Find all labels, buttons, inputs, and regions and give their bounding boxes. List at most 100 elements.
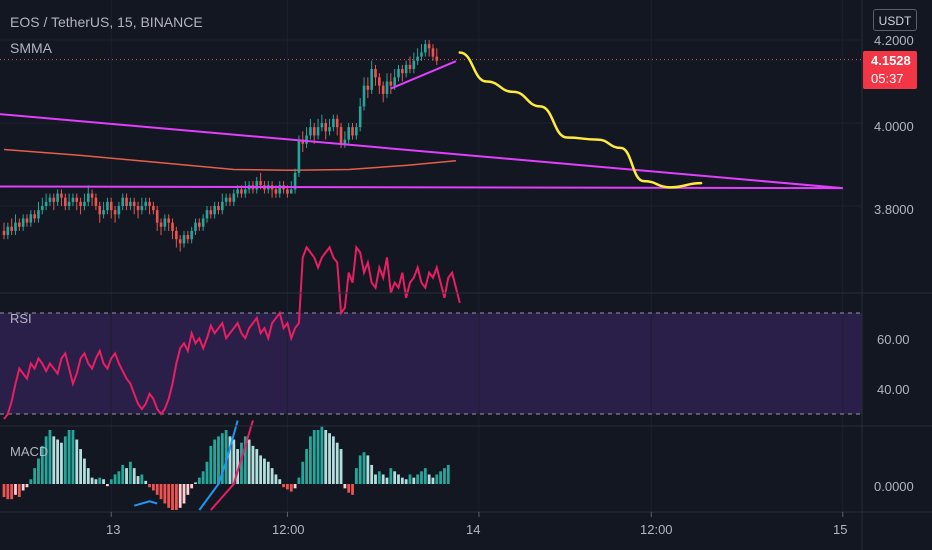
candle-body <box>297 139 301 173</box>
candle-body <box>378 77 381 86</box>
macd-histogram-bar <box>381 474 385 484</box>
time-tick-label: 12:00 <box>272 522 305 537</box>
macd-histogram-bar <box>247 439 251 484</box>
macd-histogram-bar <box>366 455 370 484</box>
candle-body <box>427 44 431 49</box>
rsi-tick-label: 40.00 <box>877 382 910 397</box>
rsi-pane-label[interactable]: RSI <box>10 311 32 326</box>
macd-histogram-bar <box>201 471 205 484</box>
candle-body <box>316 127 320 136</box>
macd-histogram-bar <box>106 484 109 487</box>
macd-histogram-bar <box>14 484 17 495</box>
smma-line <box>3 148 457 172</box>
macd-histogram-bar <box>301 461 305 484</box>
macd-histogram-bar <box>79 449 82 484</box>
symbol-title: EOS / TetherUS, 15, BINANCE <box>10 14 203 30</box>
candle-body <box>29 214 33 223</box>
macd-histogram-bar <box>155 484 159 495</box>
candle-body <box>178 239 182 244</box>
time-tick-label: 15 <box>833 522 848 537</box>
macd-histogram-bar <box>282 484 285 488</box>
macd-histogram-bar <box>209 445 213 484</box>
macd-histogram-bar <box>56 439 60 484</box>
candle-body <box>385 81 389 94</box>
macd-histogram-bar <box>408 474 412 484</box>
macd-histogram-bar <box>320 426 324 484</box>
macd-histogram-bar <box>443 468 446 484</box>
macd-histogram-bar <box>228 436 232 484</box>
macd-histogram-bar <box>339 449 343 484</box>
macd-histogram-bar <box>25 484 29 488</box>
indicator-label-smma[interactable]: SMMA <box>10 40 52 56</box>
macd-histogram-bar <box>121 464 125 484</box>
macd-histogram-bar <box>159 484 163 500</box>
macd-histogram-bar <box>102 479 105 484</box>
candle-body <box>420 52 423 57</box>
macd-histogram-bar <box>2 484 6 497</box>
macd-histogram-bar <box>331 436 335 484</box>
macd-histogram-bar <box>343 484 347 489</box>
candle-body <box>347 127 350 140</box>
candle-body <box>71 197 75 202</box>
macd-histogram-bar <box>213 439 217 484</box>
macd-histogram-bar <box>439 471 443 484</box>
candle-body <box>435 56 439 61</box>
candle-body <box>205 210 209 219</box>
macd-histogram-bar <box>17 484 21 497</box>
candle-body <box>167 218 170 223</box>
macd-pane-label[interactable]: MACD <box>10 444 49 459</box>
macd-histogram-bar <box>178 484 182 508</box>
macd-histogram-bar <box>117 471 121 484</box>
macd-histogram-bar <box>21 484 25 491</box>
candle-body <box>312 127 316 136</box>
macd-histogram-bar <box>40 445 44 484</box>
candle-body <box>171 222 174 231</box>
candle-body <box>332 118 335 128</box>
candle-body <box>117 206 121 215</box>
macd-histogram-bar <box>71 430 75 484</box>
candle-body <box>236 189 239 194</box>
candle-body <box>255 181 259 190</box>
macd-histogram-bar <box>270 468 274 484</box>
macd-histogram-bar <box>435 474 439 484</box>
macd-histogram-bar <box>128 461 132 484</box>
time-tick-label: 13 <box>106 522 121 537</box>
candle-body <box>155 210 159 223</box>
candle-body <box>14 222 17 231</box>
price-tick-label: 4.2000 <box>874 33 914 48</box>
currency-selector[interactable]: USDT <box>873 9 917 31</box>
time-tick-label: 14 <box>466 522 481 537</box>
candle-body <box>44 201 48 206</box>
macd-histogram-bar <box>289 484 293 492</box>
candle-body <box>289 189 293 194</box>
macd-histogram-bar <box>67 430 71 484</box>
macd-histogram-bar <box>113 474 117 484</box>
candle-body <box>140 206 144 211</box>
macd-histogram-bar <box>404 479 408 484</box>
macd-histogram-bar <box>255 449 259 484</box>
candle-body <box>209 210 213 215</box>
macd-histogram-bar <box>83 458 86 484</box>
macd-histogram-bar <box>132 468 136 484</box>
candle-body <box>198 222 201 227</box>
candle-body <box>393 77 396 86</box>
candle-body <box>6 226 10 236</box>
candle-body <box>37 210 40 219</box>
macd-histogram-bar <box>297 477 301 484</box>
time-tick-label: 12:00 <box>640 522 673 537</box>
candle-body <box>186 235 190 240</box>
candle-body <box>243 189 247 194</box>
last-price-value: 4.1528 <box>871 53 911 68</box>
candle-body <box>25 218 29 223</box>
macd-histogram-bar <box>328 433 331 484</box>
macd-histogram-bar <box>427 474 431 484</box>
price-tick-label: 3.8000 <box>874 202 914 217</box>
candle-body <box>431 48 435 57</box>
candle-body <box>10 226 13 231</box>
macd-histogram-bar <box>423 468 427 484</box>
macd-histogram-bar <box>259 455 263 484</box>
candle-body <box>389 81 393 86</box>
macd-histogram-bar <box>190 484 194 489</box>
candle-body <box>113 210 117 215</box>
